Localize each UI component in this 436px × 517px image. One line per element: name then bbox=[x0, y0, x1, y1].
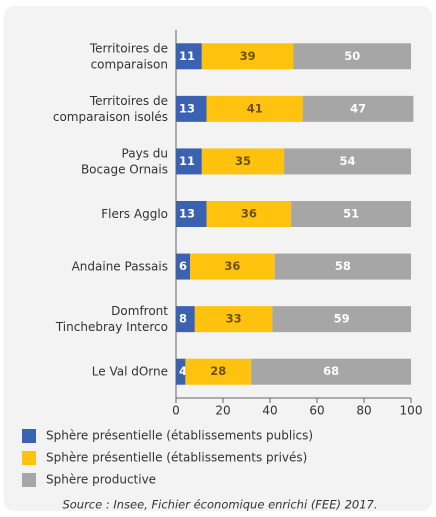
bar-segment bbox=[176, 358, 186, 385]
y-tick-label: Le Val dOrne bbox=[92, 364, 168, 378]
bar-segment bbox=[284, 148, 411, 175]
data-label: 8 bbox=[179, 312, 187, 326]
y-tick-label: Flers Agglo bbox=[101, 207, 168, 221]
data-label: 11 bbox=[179, 154, 195, 168]
data-label: 4 bbox=[179, 364, 187, 378]
bar-segment bbox=[176, 201, 207, 227]
y-tick-line: Flers Agglo bbox=[101, 207, 168, 221]
y-tick-line: Domfront bbox=[111, 304, 168, 318]
y-tick-label: Pays du Bocage Ornais bbox=[81, 146, 168, 176]
data-label: 58 bbox=[335, 259, 351, 273]
legend-label: Sphère présentielle (établissements priv… bbox=[46, 451, 307, 465]
y-tick-label: Andaine Passais bbox=[72, 259, 168, 273]
data-label: 36 bbox=[224, 259, 240, 273]
bar-segment bbox=[176, 253, 191, 280]
bar-segment bbox=[176, 43, 202, 70]
bar-segment bbox=[206, 201, 292, 227]
y-tick-label: Territoires de comparaison bbox=[89, 41, 168, 71]
y-tick-line: Le Val dOrne bbox=[92, 364, 168, 378]
y-tick-line: Andaine Passais bbox=[72, 259, 168, 273]
x-tick-label: 20 bbox=[215, 404, 230, 418]
y-tick-line: Territoires de bbox=[89, 93, 168, 107]
data-label: 41 bbox=[247, 101, 263, 115]
data-label: 68 bbox=[323, 364, 339, 378]
x-tick-label: 80 bbox=[356, 404, 371, 418]
data-label: 54 bbox=[340, 154, 356, 168]
data-label: 35 bbox=[235, 154, 251, 168]
x-tick-label: 60 bbox=[309, 404, 324, 418]
legend-label: Sphère présentielle (établissements publ… bbox=[46, 429, 313, 443]
bar-segment bbox=[274, 253, 411, 280]
bar-segment bbox=[206, 95, 303, 122]
bar-segment bbox=[176, 95, 207, 122]
y-tick-line: comparaison bbox=[91, 57, 168, 71]
data-label: 39 bbox=[240, 49, 256, 63]
bar-segment bbox=[302, 95, 414, 122]
y-tick-line: Territoires de bbox=[89, 41, 168, 55]
bar-segment bbox=[190, 253, 275, 280]
bar-segment bbox=[201, 43, 294, 70]
bar-segment bbox=[185, 358, 252, 385]
data-label: 28 bbox=[210, 364, 226, 378]
x-tick-label: 40 bbox=[262, 404, 277, 418]
bar-segment bbox=[291, 201, 411, 227]
y-tick-line: Pays du bbox=[122, 146, 168, 160]
data-label: 11 bbox=[179, 49, 195, 63]
data-label: 13 bbox=[179, 101, 195, 115]
y-tick-line: Tinchebray Interco bbox=[55, 320, 168, 334]
x-tick-label: 0 bbox=[172, 404, 180, 418]
data-label: 33 bbox=[226, 312, 242, 326]
y-tick-label: Domfront Tinchebray Interco bbox=[55, 304, 168, 334]
legend-label: Sphère productive bbox=[46, 473, 156, 487]
data-label: 50 bbox=[344, 49, 360, 63]
data-label: 47 bbox=[350, 101, 366, 115]
data-label: 6 bbox=[179, 259, 187, 273]
data-label: 59 bbox=[334, 312, 350, 326]
bar-segment bbox=[176, 148, 202, 175]
y-tick-label: Territoires de comparaison isolés bbox=[53, 93, 168, 123]
legend-swatch bbox=[22, 451, 36, 465]
y-tick-line: Bocage Ornais bbox=[81, 162, 168, 176]
data-label: 36 bbox=[241, 207, 257, 221]
bar-segment bbox=[176, 306, 195, 333]
source: Source : Insee, Fichier économique enric… bbox=[62, 498, 377, 512]
bar-segment bbox=[194, 306, 273, 333]
data-label: 13 bbox=[179, 207, 195, 221]
bar-segment bbox=[251, 358, 411, 385]
y-tick-line: comparaison isolés bbox=[53, 109, 168, 123]
legend-swatch bbox=[22, 429, 36, 443]
bar-segment bbox=[272, 306, 411, 333]
x-tick-label: 100 bbox=[400, 404, 423, 418]
data-label: 51 bbox=[343, 207, 359, 221]
bar-segment bbox=[293, 43, 411, 70]
bar-segment bbox=[201, 148, 285, 175]
legend-swatch bbox=[22, 473, 36, 487]
